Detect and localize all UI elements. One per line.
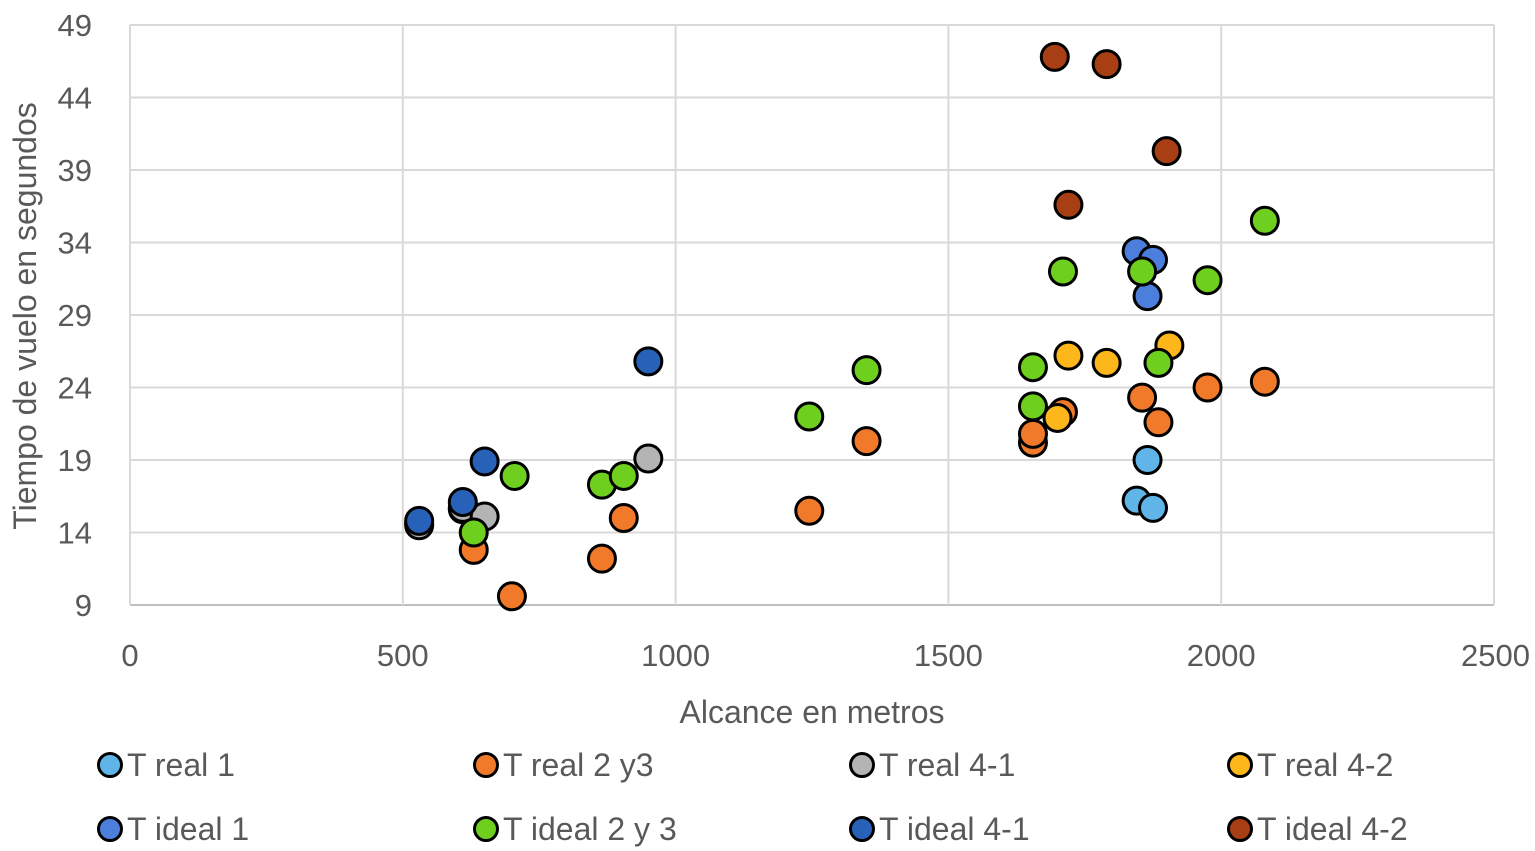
- legend-label: T ideal 4-2: [1257, 811, 1408, 847]
- series-group: [404, 366, 1280, 612]
- series-group: [1042, 330, 1185, 433]
- y-tick-label: 34: [58, 226, 92, 261]
- legend-label: T ideal 1: [127, 811, 249, 847]
- legend-marker: [473, 816, 499, 842]
- data-point: [1127, 256, 1158, 287]
- x-tick-labels: 0 500 1000 1500 2000 2500: [121, 638, 1530, 673]
- data-point: [1132, 281, 1163, 312]
- y-tick-label: 39: [58, 153, 92, 188]
- legend-label: T real 2 y3: [503, 747, 654, 783]
- legend-label: T real 1: [127, 747, 235, 783]
- series-group: [1121, 445, 1168, 523]
- legend-marker: [97, 752, 123, 778]
- series-group: [458, 205, 1280, 548]
- legend-label: T ideal 4-1: [879, 811, 1030, 847]
- data-point: [1249, 205, 1280, 236]
- legend-marker: [97, 816, 123, 842]
- legend: T real 1 T real 2 y3 T real 4-1 T real 4-2 T…: [97, 747, 1408, 847]
- legend-marker: [849, 816, 875, 842]
- x-tick-label: 2500: [1461, 638, 1530, 673]
- data-point: [586, 543, 617, 574]
- data-point: [1042, 402, 1073, 433]
- data-point: [1132, 445, 1163, 475]
- data-points: [404, 41, 1280, 612]
- y-tick-label: 29: [58, 298, 92, 333]
- gridlines: [129, 24, 1495, 606]
- legend-label: T real 4-1: [879, 747, 1015, 783]
- data-point: [1017, 391, 1048, 422]
- data-point: [1091, 49, 1122, 80]
- y-tick-label: 14: [58, 516, 92, 551]
- data-point: [1053, 189, 1084, 220]
- data-point: [1039, 41, 1070, 72]
- data-point: [447, 487, 478, 518]
- data-point: [1047, 256, 1078, 287]
- legend-marker: [849, 752, 875, 778]
- x-axis-title: Alcance en metros: [679, 694, 944, 730]
- data-point: [1091, 347, 1122, 378]
- data-point: [1249, 366, 1280, 397]
- data-point: [404, 505, 435, 536]
- data-point: [469, 446, 500, 477]
- data-point: [1143, 347, 1174, 378]
- legend-label: T real 4-2: [1257, 747, 1393, 783]
- y-tick-label: 44: [58, 81, 92, 116]
- y-axis-title: Tiempo de vuelo en segundos: [7, 102, 43, 530]
- y-tick-label: 9: [75, 588, 92, 623]
- data-point: [496, 581, 527, 612]
- data-point: [1143, 407, 1174, 438]
- legend-marker: [1227, 752, 1253, 778]
- data-point: [1127, 382, 1158, 413]
- data-point: [851, 426, 882, 457]
- x-tick-label: 1000: [641, 638, 710, 673]
- y-tick-labels: 9 14 19 24 29 34 39 44 49: [58, 8, 92, 623]
- data-point: [1151, 136, 1182, 167]
- legend-marker: [473, 752, 499, 778]
- data-point: [851, 355, 882, 386]
- data-point: [794, 495, 825, 526]
- x-tick-label: 2000: [1187, 638, 1256, 673]
- legend-label: T ideal 2 y 3: [503, 811, 677, 847]
- data-point: [1192, 372, 1223, 403]
- data-point: [633, 443, 664, 474]
- x-tick-label: 1500: [914, 638, 983, 673]
- data-point: [608, 460, 639, 491]
- data-point: [1138, 492, 1168, 523]
- y-tick-label: 49: [58, 8, 92, 43]
- data-point: [633, 346, 664, 377]
- data-point: [499, 460, 530, 491]
- y-tick-label: 19: [58, 443, 92, 478]
- data-point: [1053, 340, 1084, 371]
- data-point: [458, 517, 489, 548]
- data-point: [1017, 352, 1048, 383]
- data-point: [1192, 265, 1223, 296]
- x-tick-label: 500: [377, 638, 429, 673]
- data-point: [794, 401, 825, 432]
- series-group: [404, 346, 664, 536]
- x-tick-label: 0: [121, 638, 138, 673]
- series-group: [1039, 41, 1182, 220]
- y-tick-label: 24: [58, 371, 92, 406]
- legend-marker: [1227, 816, 1253, 842]
- data-point: [608, 503, 639, 533]
- data-point: [1017, 418, 1048, 449]
